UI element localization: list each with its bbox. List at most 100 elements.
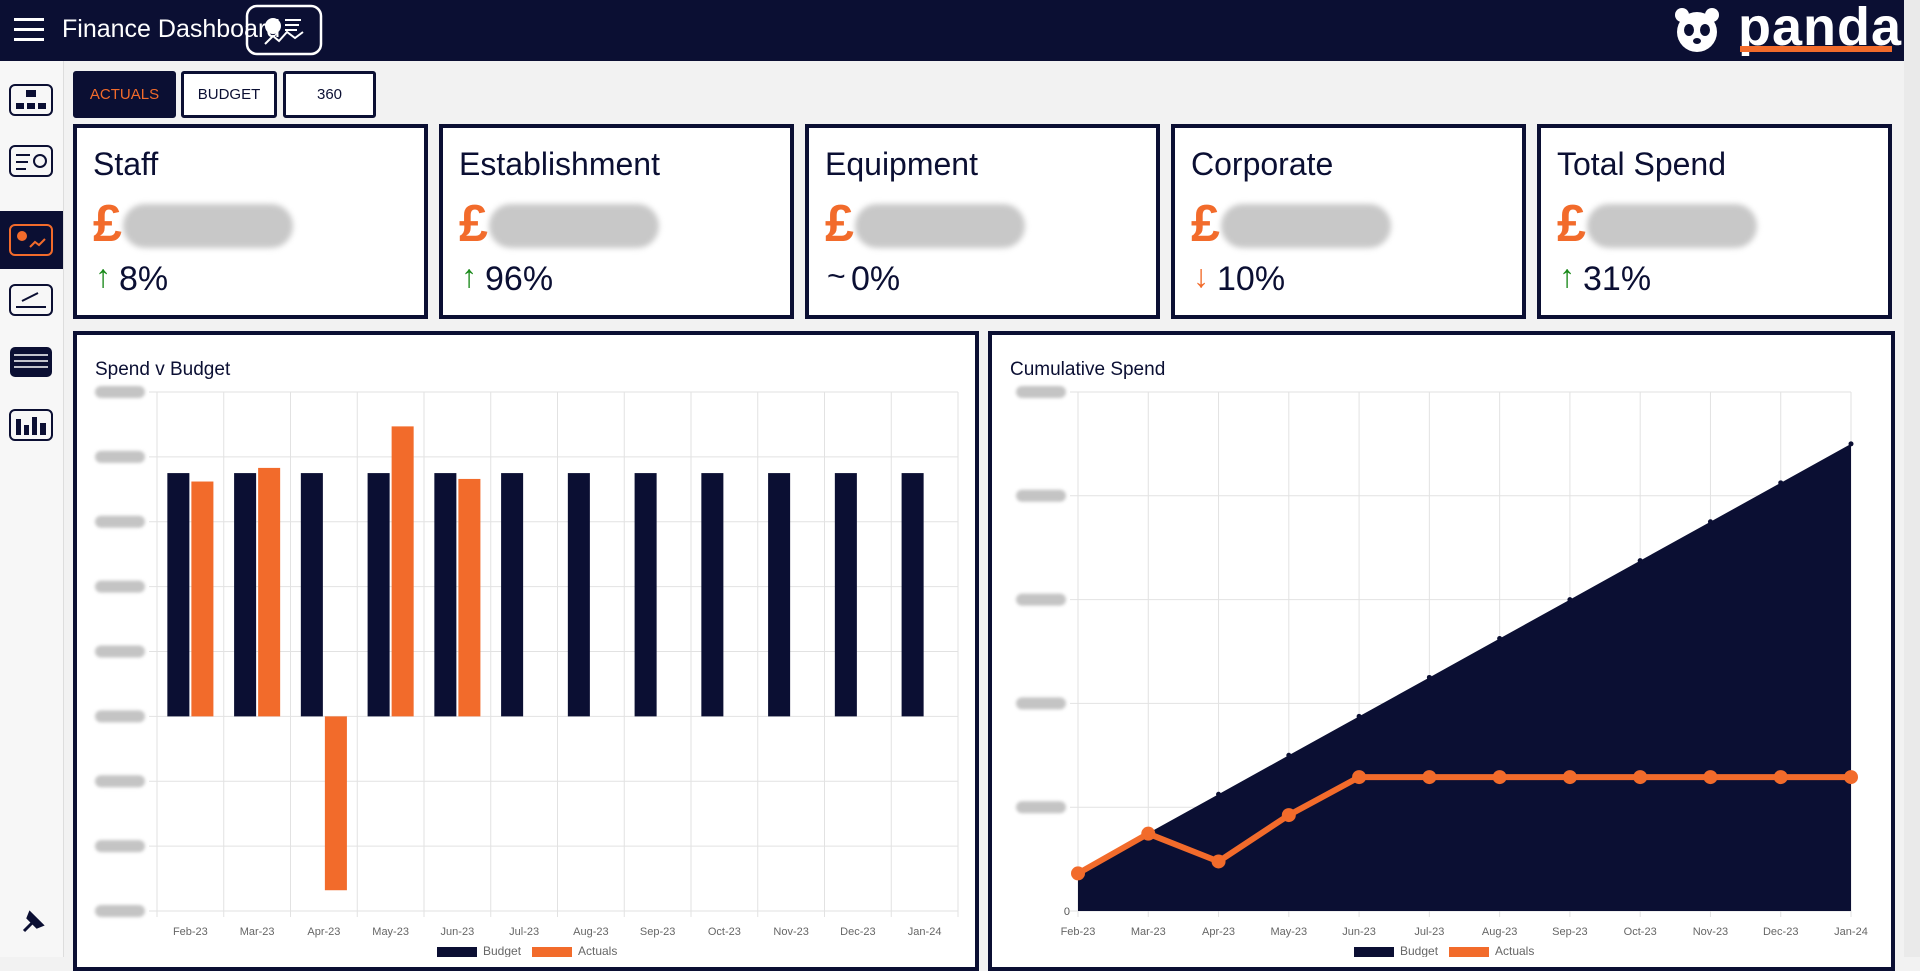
redacted-tick-label: [1016, 801, 1066, 814]
legend-label: Budget: [1400, 944, 1439, 957]
change-percent: 96%: [485, 260, 554, 298]
x-tick-label: Nov-23: [1693, 926, 1728, 938]
bar: [834, 473, 857, 717]
redacted-tick-label: [95, 515, 145, 528]
nav-org[interactable]: [9, 84, 53, 116]
legend-swatch: [1449, 947, 1489, 957]
x-tick-label: Jan-24: [1834, 926, 1868, 938]
redacted-tick-label: [95, 645, 145, 658]
point: [1492, 770, 1507, 785]
change-percent: 10%: [1217, 260, 1286, 298]
point: [1286, 752, 1292, 758]
redacted-tick-label: [95, 775, 145, 788]
redacted-value: [1587, 204, 1757, 248]
x-tick-label: Oct-23: [708, 926, 741, 938]
trend-icon: ↑: [95, 258, 111, 294]
nav-table[interactable]: [10, 347, 52, 377]
kpi-card: Establishment £ ↑ 96%: [439, 124, 794, 319]
bar: [901, 473, 924, 717]
x-tick-label: Nov-23: [773, 926, 808, 938]
x-tick-label: Feb-23: [173, 926, 208, 938]
x-tick-label: Jan-24: [908, 926, 942, 938]
card-title: Equipment: [825, 146, 978, 182]
sidebar: [0, 61, 64, 957]
point: [1071, 866, 1085, 881]
x-tick-label: Feb-23: [1061, 926, 1096, 938]
bar: [367, 473, 390, 717]
redacted-tick-label: [95, 710, 145, 723]
point: [1707, 519, 1713, 525]
redacted-tick-label: [95, 386, 145, 398]
bar: [701, 473, 724, 717]
redacted-value: [855, 204, 1025, 248]
x-tick-label: Jul-23: [1414, 926, 1444, 938]
chart-title: Spend v Budget: [95, 359, 231, 380]
legend-swatch: [1354, 947, 1394, 957]
scrollbar: [1904, 0, 1920, 957]
currency-symbol: £: [93, 195, 122, 253]
bar: [458, 478, 481, 717]
redacted-tick-label: [95, 905, 145, 917]
point: [1211, 854, 1226, 869]
legend-label: Actuals: [1495, 944, 1534, 957]
card-title: Staff: [93, 146, 159, 182]
bar: [258, 467, 281, 717]
chart-title: Cumulative Spend: [1010, 359, 1165, 380]
point: [1422, 770, 1437, 785]
point: [1633, 770, 1648, 785]
point: [1778, 480, 1784, 486]
redacted-tick-label: [1016, 386, 1066, 398]
chart: Spend v Budget Feb-23 Mar-23 Apr-23 May-23 Ju…: [95, 359, 959, 958]
nav-gauge[interactable]: [9, 284, 53, 316]
nav-search[interactable]: [9, 145, 53, 177]
point: [1703, 770, 1718, 785]
trend-icon: ↑: [461, 258, 477, 294]
tab[interactable]: 360: [283, 71, 376, 118]
x-tick-label: Jun-23: [1342, 926, 1376, 938]
sidebar-icons: [0, 84, 63, 933]
point: [1562, 770, 1577, 785]
legend-label: Actuals: [578, 944, 617, 957]
bar: [324, 716, 347, 891]
currency-symbol: £: [1191, 195, 1220, 253]
point: [1497, 636, 1503, 642]
bar: [300, 473, 323, 717]
tab[interactable]: BUDGET: [181, 71, 277, 118]
x-tick-label: Apr-23: [1202, 926, 1235, 938]
x-tick-label: Mar-23: [1131, 926, 1166, 938]
change-percent: 0%: [851, 260, 901, 298]
trend-icon: ↑: [1559, 258, 1575, 294]
pin-button[interactable]: [22, 910, 45, 933]
bar: [768, 473, 791, 717]
kpi-card: Staff £ ↑ 8%: [73, 124, 428, 319]
nav-dashboard[interactable]: [9, 224, 53, 256]
redacted-tick-label: [95, 580, 145, 593]
point: [1356, 713, 1362, 719]
x-tick-label: Sep-23: [1552, 926, 1587, 938]
kpi-card: Total Spend £ ↑ 31%: [1537, 124, 1892, 319]
bar: [167, 473, 190, 717]
chart-panel: Cumulative Spend 0 Feb-23 Mar-23 Apr-23 May-2…: [988, 331, 1895, 971]
bar: [634, 473, 657, 717]
x-tick-label: Dec-23: [1763, 926, 1798, 938]
line: [1076, 774, 1851, 877]
kpi-card: Equipment £ ~0%: [805, 124, 1160, 319]
tab[interactable]: ACTUALS: [73, 71, 176, 118]
currency-symbol: £: [459, 195, 488, 253]
x-tick-label: Apr-23: [307, 926, 340, 938]
point: [1567, 597, 1573, 603]
redacted-value: [1221, 204, 1391, 248]
point: [1637, 558, 1643, 564]
x-tick-label: Aug-23: [573, 926, 608, 938]
card-title: Corporate: [1191, 146, 1334, 182]
x-tick-label: May-23: [372, 926, 409, 938]
redacted-tick-label: [95, 840, 145, 853]
bar: [191, 481, 214, 717]
area: [1078, 443, 1851, 911]
redacted-tick-label: [1016, 697, 1066, 710]
menu-button[interactable]: [12, 15, 52, 45]
brand-underline: [1740, 46, 1892, 52]
nav-bars[interactable]: [9, 409, 53, 441]
legend-label: Budget: [483, 944, 522, 957]
